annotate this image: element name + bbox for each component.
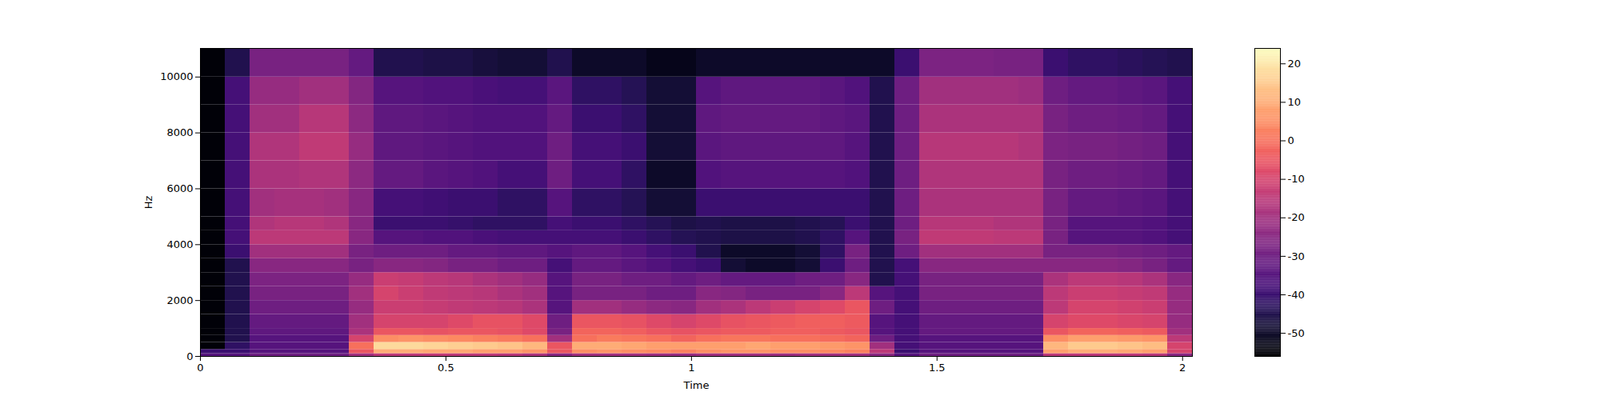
svg-text:2000: 2000 bbox=[166, 294, 193, 307]
svg-text:10000: 10000 bbox=[160, 70, 193, 83]
svg-text:4000: 4000 bbox=[166, 238, 193, 251]
svg-text:0.5: 0.5 bbox=[437, 361, 455, 374]
svg-text:6000: 6000 bbox=[166, 182, 193, 195]
svg-text:-10: -10 bbox=[1288, 172, 1305, 185]
svg-text:0: 0 bbox=[196, 361, 204, 374]
svg-text:-40: -40 bbox=[1288, 288, 1305, 301]
svg-text:-20: -20 bbox=[1288, 211, 1305, 224]
svg-text:-50: -50 bbox=[1288, 327, 1305, 340]
svg-text:Time: Time bbox=[683, 379, 710, 392]
svg-text:-30: -30 bbox=[1288, 250, 1305, 263]
svg-text:10: 10 bbox=[1288, 96, 1302, 108]
svg-text:0: 0 bbox=[1288, 134, 1295, 147]
svg-text:20: 20 bbox=[1288, 57, 1302, 70]
svg-text:Hz: Hz bbox=[142, 196, 155, 210]
svg-text:2: 2 bbox=[1179, 361, 1186, 374]
svg-text:1: 1 bbox=[688, 361, 695, 374]
svg-text:1.5: 1.5 bbox=[928, 361, 946, 374]
svg-text:8000: 8000 bbox=[166, 126, 193, 139]
svg-text:0: 0 bbox=[186, 350, 193, 363]
